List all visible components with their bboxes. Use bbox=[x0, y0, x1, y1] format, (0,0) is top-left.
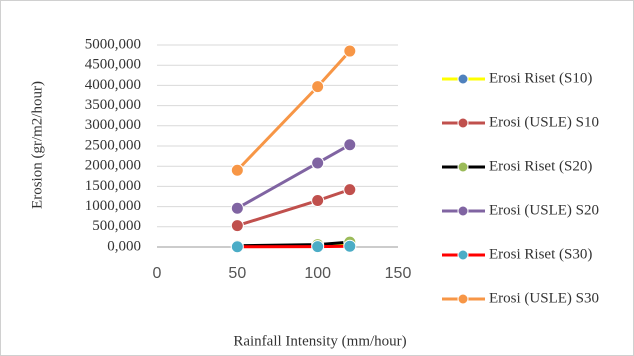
x-tick-label: 150 bbox=[385, 265, 412, 282]
y-axis-title: Erosion (gr/m2/hour) bbox=[29, 81, 45, 209]
data-point bbox=[311, 156, 325, 170]
x-tick-label: 0 bbox=[153, 265, 162, 282]
x-axis-title: Rainfall Intensity (mm/hour) bbox=[233, 333, 406, 349]
data-point bbox=[311, 194, 325, 208]
y-tick-label: 3000,000 bbox=[85, 117, 141, 133]
y-tick-label: 4000,000 bbox=[85, 77, 141, 93]
data-point bbox=[230, 201, 244, 215]
data-point bbox=[343, 183, 357, 197]
legend-label: Erosi Riset (S10) bbox=[489, 70, 592, 86]
y-tick-label: 0,000 bbox=[107, 238, 141, 254]
y-tick-label: 5000,000 bbox=[85, 36, 141, 52]
data-point bbox=[311, 240, 325, 254]
y-tick-label: 1500,000 bbox=[85, 178, 141, 194]
legend-label: Erosi Riset (S30) bbox=[489, 246, 592, 262]
y-tick-label: 2000,000 bbox=[85, 158, 141, 174]
legend-label: Erosi (USLE) S30 bbox=[489, 290, 599, 306]
legend-marker bbox=[457, 205, 469, 217]
data-point bbox=[230, 240, 244, 254]
data-point bbox=[311, 80, 325, 94]
legend-marker bbox=[457, 249, 469, 261]
data-point bbox=[343, 138, 357, 152]
legend-marker bbox=[457, 293, 469, 305]
series-line bbox=[237, 244, 350, 249]
y-tick-label: 3500,000 bbox=[85, 97, 141, 113]
legend-label: Erosi (USLE) S10 bbox=[489, 114, 599, 130]
legend-label: Erosi (USLE) S20 bbox=[489, 202, 599, 218]
legend-marker bbox=[457, 161, 469, 173]
y-tick-label: 2500,000 bbox=[85, 137, 141, 153]
y-tick-label: 1000,000 bbox=[85, 198, 141, 214]
data-point bbox=[343, 44, 357, 58]
data-point bbox=[343, 239, 357, 253]
y-tick-label: 500,000 bbox=[92, 218, 141, 234]
x-tick-label: 100 bbox=[304, 265, 331, 282]
legend-marker bbox=[457, 117, 469, 129]
data-point bbox=[230, 163, 244, 177]
legend-marker bbox=[457, 73, 469, 85]
data-point bbox=[230, 219, 244, 233]
legend-label: Erosi Riset (S20) bbox=[489, 158, 592, 174]
x-tick-label: 50 bbox=[228, 265, 246, 282]
y-tick-label: 4500,000 bbox=[85, 57, 141, 73]
